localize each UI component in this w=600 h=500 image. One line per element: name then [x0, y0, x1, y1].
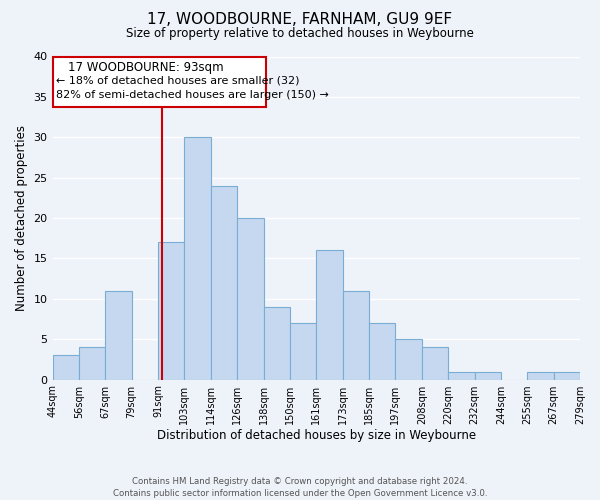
- Bar: [237, 218, 263, 380]
- Bar: [263, 307, 290, 380]
- Bar: [369, 323, 395, 380]
- Text: Size of property relative to detached houses in Weybourne: Size of property relative to detached ho…: [126, 28, 474, 40]
- Text: Contains HM Land Registry data © Crown copyright and database right 2024.
Contai: Contains HM Land Registry data © Crown c…: [113, 476, 487, 498]
- Bar: [422, 348, 448, 380]
- Bar: [105, 290, 131, 380]
- Y-axis label: Number of detached properties: Number of detached properties: [15, 125, 28, 311]
- Bar: [475, 372, 501, 380]
- X-axis label: Distribution of detached houses by size in Weybourne: Distribution of detached houses by size …: [157, 430, 476, 442]
- Text: 17 WOODBOURNE: 93sqm: 17 WOODBOURNE: 93sqm: [68, 62, 224, 74]
- Bar: [211, 186, 237, 380]
- Bar: [53, 356, 79, 380]
- Text: 82% of semi-detached houses are larger (150) →: 82% of semi-detached houses are larger (…: [56, 90, 329, 100]
- Bar: [527, 372, 554, 380]
- Bar: [316, 250, 343, 380]
- Text: 17, WOODBOURNE, FARNHAM, GU9 9EF: 17, WOODBOURNE, FARNHAM, GU9 9EF: [148, 12, 452, 28]
- Bar: [395, 339, 422, 380]
- FancyBboxPatch shape: [53, 56, 266, 106]
- Bar: [79, 348, 105, 380]
- Text: ← 18% of detached houses are smaller (32): ← 18% of detached houses are smaller (32…: [56, 76, 300, 86]
- Bar: [184, 138, 211, 380]
- Bar: [343, 290, 369, 380]
- Bar: [554, 372, 580, 380]
- Bar: [448, 372, 475, 380]
- Bar: [290, 323, 316, 380]
- Bar: [158, 242, 184, 380]
